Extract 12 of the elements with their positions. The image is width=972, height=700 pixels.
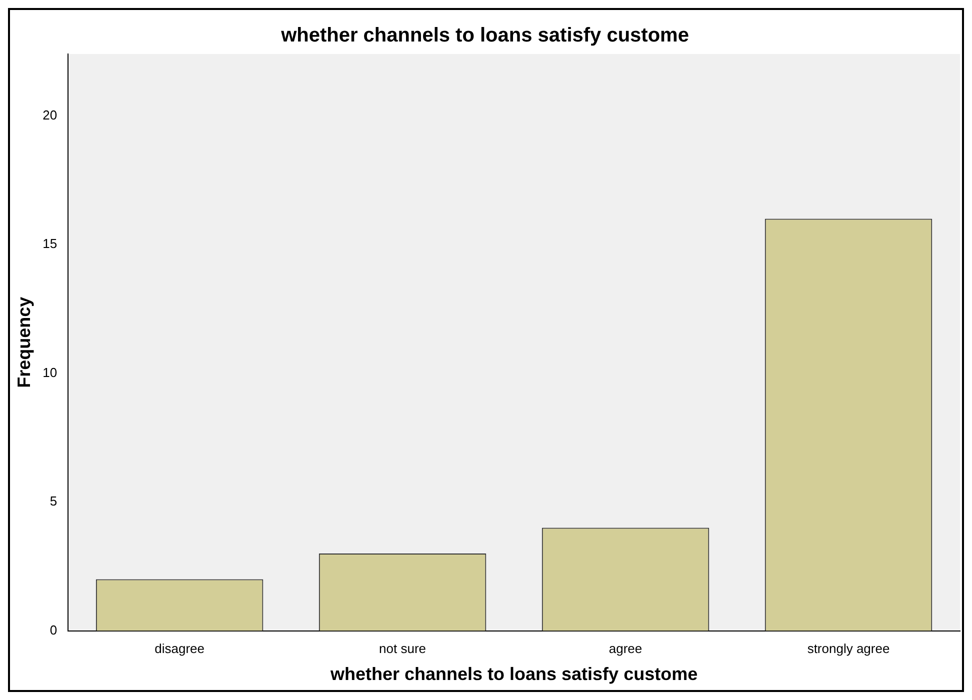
y-tick-label: 0 xyxy=(50,622,58,638)
y-tick-label: 5 xyxy=(50,494,58,509)
x-tick-label: disagree xyxy=(154,641,204,656)
y-tick-label: 20 xyxy=(42,107,58,122)
y-tick-label: 15 xyxy=(42,236,58,252)
y-axis-title: Frequency xyxy=(14,296,34,388)
x-tick-label: agree xyxy=(608,641,642,656)
x-axis-title: whether channels to loans satisfy custome xyxy=(329,664,698,684)
x-tick-label: strongly agree xyxy=(807,641,890,656)
y-tick-label: 10 xyxy=(42,364,58,380)
x-tick-label: not sure xyxy=(379,641,426,656)
chart-title: whether channels to loans satisfy custome xyxy=(280,24,689,47)
